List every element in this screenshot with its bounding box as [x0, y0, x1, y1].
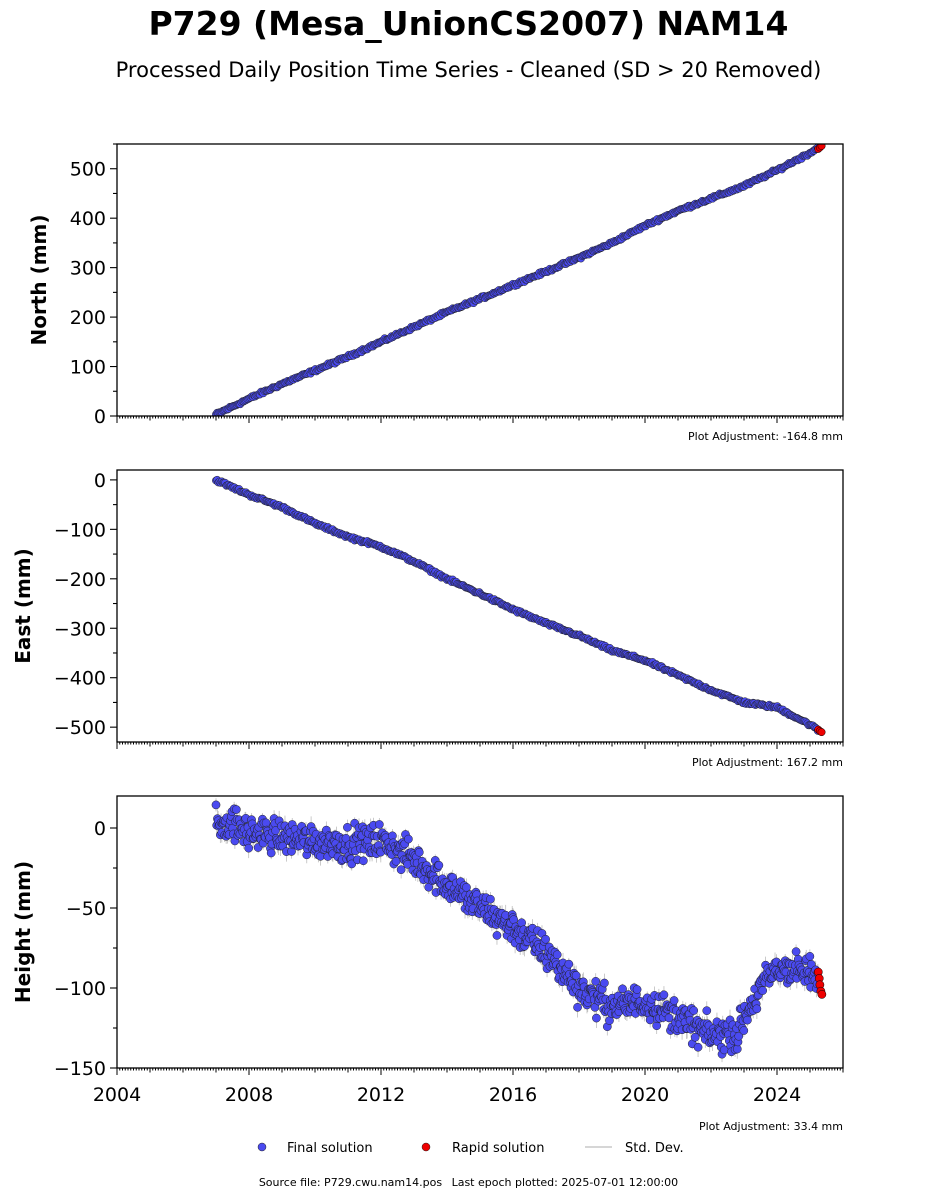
final-solution-point — [541, 934, 550, 944]
y-tick-label: 400 — [70, 208, 106, 230]
figure-title: P729 (Mesa_UnionCS2007) NAM14 — [148, 4, 789, 43]
y-tick-label: −500 — [54, 717, 106, 739]
rapid-solution-point — [817, 144, 826, 150]
y-tick-label: 0 — [94, 818, 106, 840]
final-solution-point — [693, 1042, 703, 1052]
final-solution-point — [462, 882, 471, 892]
x-tick-label: 2020 — [621, 1084, 669, 1106]
final-solution-point — [791, 947, 801, 957]
final-solution-point — [573, 1002, 582, 1012]
y-tick-label: 0 — [94, 470, 106, 492]
footer-source: Source file: P729.cwu.nam14.pos — [258, 1176, 443, 1189]
figure-subtitle: Processed Daily Position Time Series - C… — [115, 58, 822, 82]
final-solution-point — [492, 931, 502, 940]
final-solution-point — [424, 882, 434, 892]
final-solution-point — [659, 990, 669, 1000]
final-solution-point — [752, 1004, 762, 1014]
panel-data — [212, 144, 826, 416]
legend-final-label: Final solution — [287, 1141, 373, 1156]
panel-data — [212, 475, 826, 737]
x-tick-label: 2012 — [357, 1084, 405, 1106]
legend: Final solution Rapid solution Std. Dev. — [257, 1141, 684, 1156]
final-solution-point — [618, 984, 627, 994]
legend-rapid-marker — [421, 1142, 431, 1152]
panel-data — [211, 798, 827, 1063]
x-tick-label: 2004 — [93, 1084, 141, 1106]
rapid-solution-point — [817, 990, 827, 999]
y-tick-label: −50 — [66, 898, 106, 920]
y-tick-label: −300 — [54, 618, 106, 640]
final-solution-point — [645, 1015, 655, 1025]
footer-last-epoch: Last epoch plotted: 2025-07-01 12:00:00 — [451, 1176, 679, 1189]
y-tick-label: 100 — [70, 357, 106, 379]
final-solution-point — [743, 1015, 752, 1025]
rapid-solution-point — [817, 728, 826, 737]
rapid-solution-points — [814, 725, 826, 737]
legend-final-marker — [257, 1142, 267, 1152]
final-solution-point — [414, 847, 424, 857]
final-solution-point — [669, 996, 679, 1005]
final-solution-point — [375, 820, 384, 829]
final-solution-point — [404, 834, 413, 844]
y-tick-label: −100 — [54, 978, 106, 1000]
legend-std-label: Std. Dev. — [625, 1141, 684, 1156]
final-solution-point — [486, 894, 495, 904]
plot-adjustment-label: Plot Adjustment: 167.2 mm — [692, 756, 843, 769]
y-tick-label: −400 — [54, 668, 106, 690]
x-tick-label: 2016 — [489, 1084, 537, 1106]
x-tick-label: 2008 — [225, 1084, 273, 1106]
final-solution-point — [689, 1006, 699, 1015]
final-solution-points — [212, 475, 822, 735]
y-axis-label: North (mm) — [27, 214, 51, 345]
final-solution-point — [211, 800, 221, 810]
final-solution-point — [592, 1013, 601, 1023]
final-solution-point — [552, 950, 562, 960]
rapid-solution-points — [813, 967, 827, 999]
panel-height: 0 −50 −100 −150 2004 2008 2012 2016 2020 2024 Heig… — [11, 795, 844, 1133]
final-solution-point — [600, 978, 609, 988]
final-solution-point — [244, 843, 254, 853]
final-solution-point — [805, 952, 815, 961]
final-solution-point — [571, 971, 581, 980]
final-solution-point — [343, 823, 352, 832]
rapid-solution-points — [814, 144, 826, 153]
final-solution-point — [739, 1026, 749, 1035]
final-solution-point — [509, 915, 519, 925]
final-solution-point — [591, 976, 601, 986]
y-tick-label: −200 — [54, 569, 106, 591]
legend-rapid-label: Rapid solution — [452, 1141, 544, 1156]
y-tick-label: −150 — [54, 1058, 106, 1080]
final-solution-point — [564, 959, 574, 969]
panel-north: 0 100 200 300 400 500 North (mm) Plot Adjustmen… — [27, 143, 844, 443]
y-tick-label: 200 — [70, 307, 106, 329]
y-axis-label: Height (mm) — [11, 861, 35, 1003]
final-solution-point — [266, 848, 276, 858]
y-axis-label: East (mm) — [11, 548, 35, 664]
final-solution-point — [632, 985, 642, 994]
final-solution-point — [734, 1031, 744, 1041]
final-solution-points — [212, 144, 822, 416]
final-solution-point — [396, 865, 406, 875]
plot-adjustment-label: Plot Adjustment: -164.8 mm — [688, 430, 843, 443]
plot-adjustment-label: Plot Adjustment: 33.4 mm — [699, 1120, 843, 1133]
final-solution-point — [664, 1013, 674, 1023]
y-tick-label: 300 — [70, 258, 106, 280]
final-solution-point — [702, 1006, 712, 1016]
x-tick-label: 2024 — [753, 1084, 801, 1106]
final-solution-points — [211, 800, 823, 1059]
final-solution-point — [261, 818, 271, 828]
final-solution-point — [231, 805, 241, 814]
y-tick-label: 0 — [94, 406, 106, 428]
final-solution-point — [434, 860, 444, 870]
final-solution-point — [690, 1032, 700, 1042]
final-solution-point — [758, 986, 768, 995]
footer: Source file: P729.cwu.nam14.pos Last epo… — [0, 1176, 937, 1189]
y-tick-label: −100 — [54, 519, 106, 541]
y-tick-label: 500 — [70, 159, 106, 181]
panel-east: 0 −100 −200 −300 −400 −500 East (mm) Plot Adjus… — [11, 469, 844, 769]
final-solution-point — [359, 856, 368, 866]
